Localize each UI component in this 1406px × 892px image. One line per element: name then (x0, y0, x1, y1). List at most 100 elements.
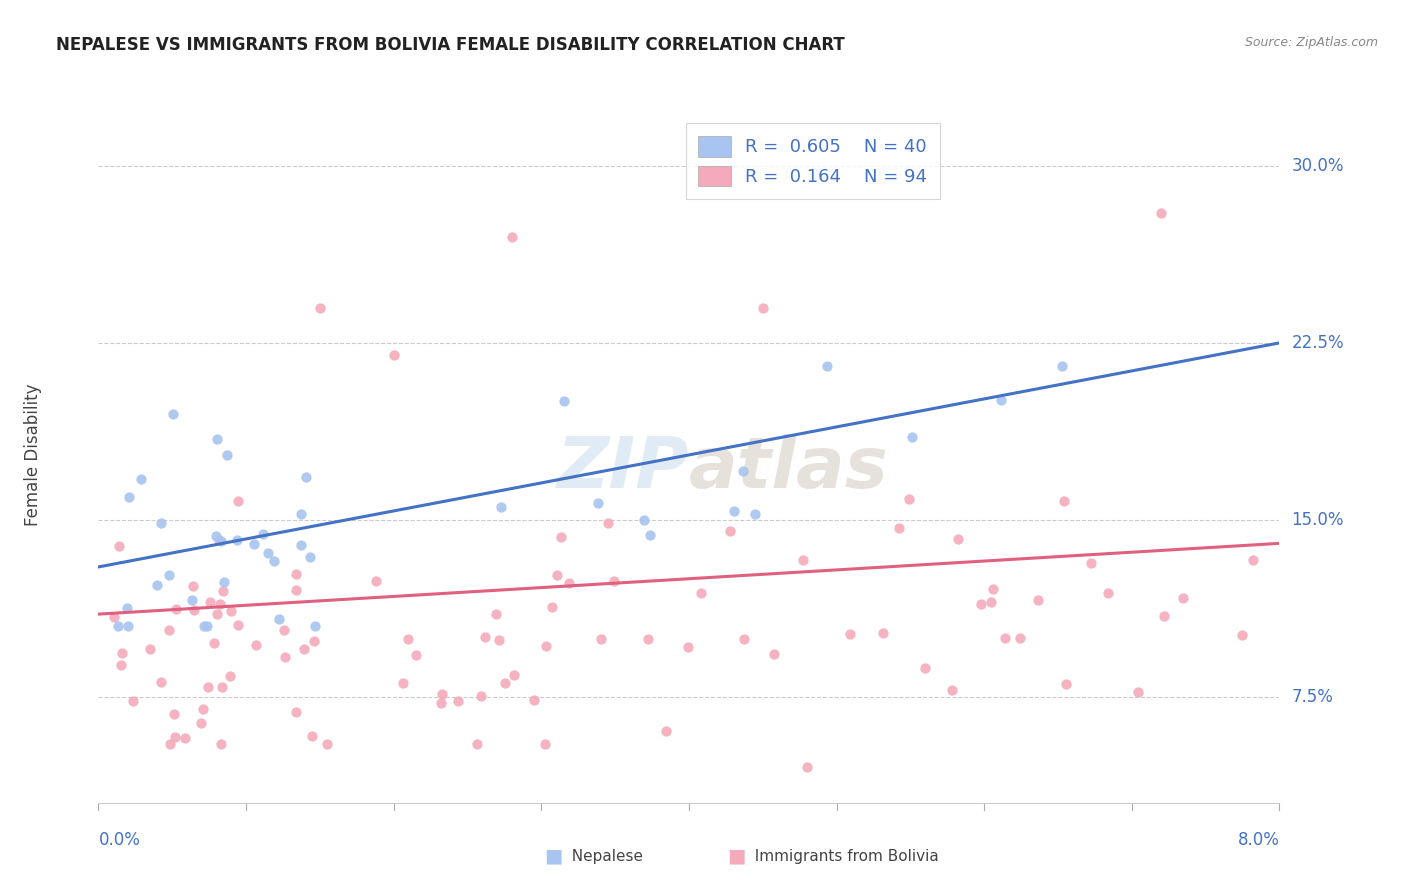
Point (731, 464, 754, 478)
Point (970, 597, 993, 611)
Text: 8.0%: 8.0% (1237, 831, 1279, 849)
Text: atlas: atlas (689, 434, 889, 503)
Point (118, 490, 141, 504)
Point (218, 669, 240, 683)
Point (676, 640, 699, 654)
Point (796, 760, 818, 774)
Point (637, 632, 659, 646)
Point (157, 567, 180, 582)
Point (159, 737, 181, 751)
Point (263, 554, 285, 568)
Point (115, 600, 138, 615)
Point (485, 607, 508, 621)
Point (941, 683, 963, 698)
Text: Nepalese: Nepalese (562, 849, 644, 863)
Point (211, 681, 233, 695)
Point (1097, 586, 1119, 600)
Text: 0.0%: 0.0% (98, 831, 141, 849)
Point (163, 730, 186, 744)
Point (465, 737, 488, 751)
Point (366, 574, 388, 588)
Point (209, 737, 232, 751)
Point (157, 623, 180, 637)
Point (195, 619, 218, 633)
Point (733, 632, 755, 646)
Point (205, 529, 228, 543)
Point (107, 539, 129, 553)
Point (1026, 593, 1049, 607)
Point (257, 546, 280, 560)
Point (117, 619, 139, 633)
Point (723, 504, 745, 518)
Point (181, 579, 204, 593)
Point (191, 702, 214, 716)
Point (914, 661, 936, 675)
Text: 15.0%: 15.0% (1291, 511, 1344, 529)
Point (285, 706, 308, 720)
Point (1171, 591, 1194, 605)
Point (197, 680, 219, 694)
Point (103, 610, 125, 624)
Text: ■: ■ (544, 847, 562, 866)
Point (534, 639, 557, 653)
Point (183, 603, 205, 617)
Point (180, 593, 202, 607)
Text: ZIP: ZIP (557, 434, 689, 503)
Point (491, 500, 513, 514)
Point (990, 393, 1012, 408)
Point (690, 586, 713, 600)
Point (589, 632, 612, 646)
Point (1054, 677, 1077, 691)
Point (488, 632, 510, 647)
Point (285, 582, 308, 597)
Point (1126, 685, 1149, 699)
Point (242, 537, 264, 551)
Point (981, 582, 1004, 596)
Point (226, 494, 249, 508)
Point (304, 619, 326, 633)
Text: 7.5%: 7.5% (1291, 688, 1333, 706)
Point (284, 567, 307, 582)
Point (269, 611, 291, 625)
Point (474, 631, 496, 645)
Point (162, 407, 184, 421)
Text: NEPALESE VS IMMIGRANTS FROM BOLIVIA FEMALE DISABILITY CORRELATION CHART: NEPALESE VS IMMIGRANTS FROM BOLIVIA FEMA… (56, 36, 845, 54)
Point (219, 604, 242, 618)
Point (215, 448, 238, 462)
Point (301, 729, 323, 743)
Text: 30.0%: 30.0% (1291, 157, 1344, 175)
Point (205, 607, 228, 622)
Point (1230, 628, 1253, 642)
Point (596, 516, 619, 531)
Point (872, 625, 894, 640)
Point (503, 667, 526, 681)
Point (550, 530, 572, 544)
Point (146, 577, 169, 591)
Point (638, 528, 661, 542)
Point (302, 634, 325, 648)
Point (558, 576, 581, 591)
Point (432, 687, 454, 701)
Point (228, 617, 250, 632)
Point (308, 301, 332, 315)
Point (382, 348, 405, 362)
Point (208, 533, 231, 547)
Point (603, 574, 626, 588)
Point (129, 472, 152, 486)
Point (751, 301, 773, 315)
Point (523, 693, 546, 707)
Point (298, 550, 321, 565)
Point (553, 394, 575, 409)
Point (540, 600, 562, 615)
Point (994, 632, 1017, 646)
Text: ■: ■ (727, 847, 745, 866)
Point (111, 646, 134, 660)
Point (290, 507, 312, 521)
Point (107, 619, 129, 633)
Legend: R =  0.605    N = 40, R =  0.164    N = 94: R = 0.605 N = 40, R = 0.164 N = 94 (686, 123, 939, 199)
Point (1153, 608, 1175, 623)
Point (1241, 553, 1264, 567)
Point (901, 430, 924, 444)
Point (174, 731, 197, 745)
Point (149, 675, 172, 690)
